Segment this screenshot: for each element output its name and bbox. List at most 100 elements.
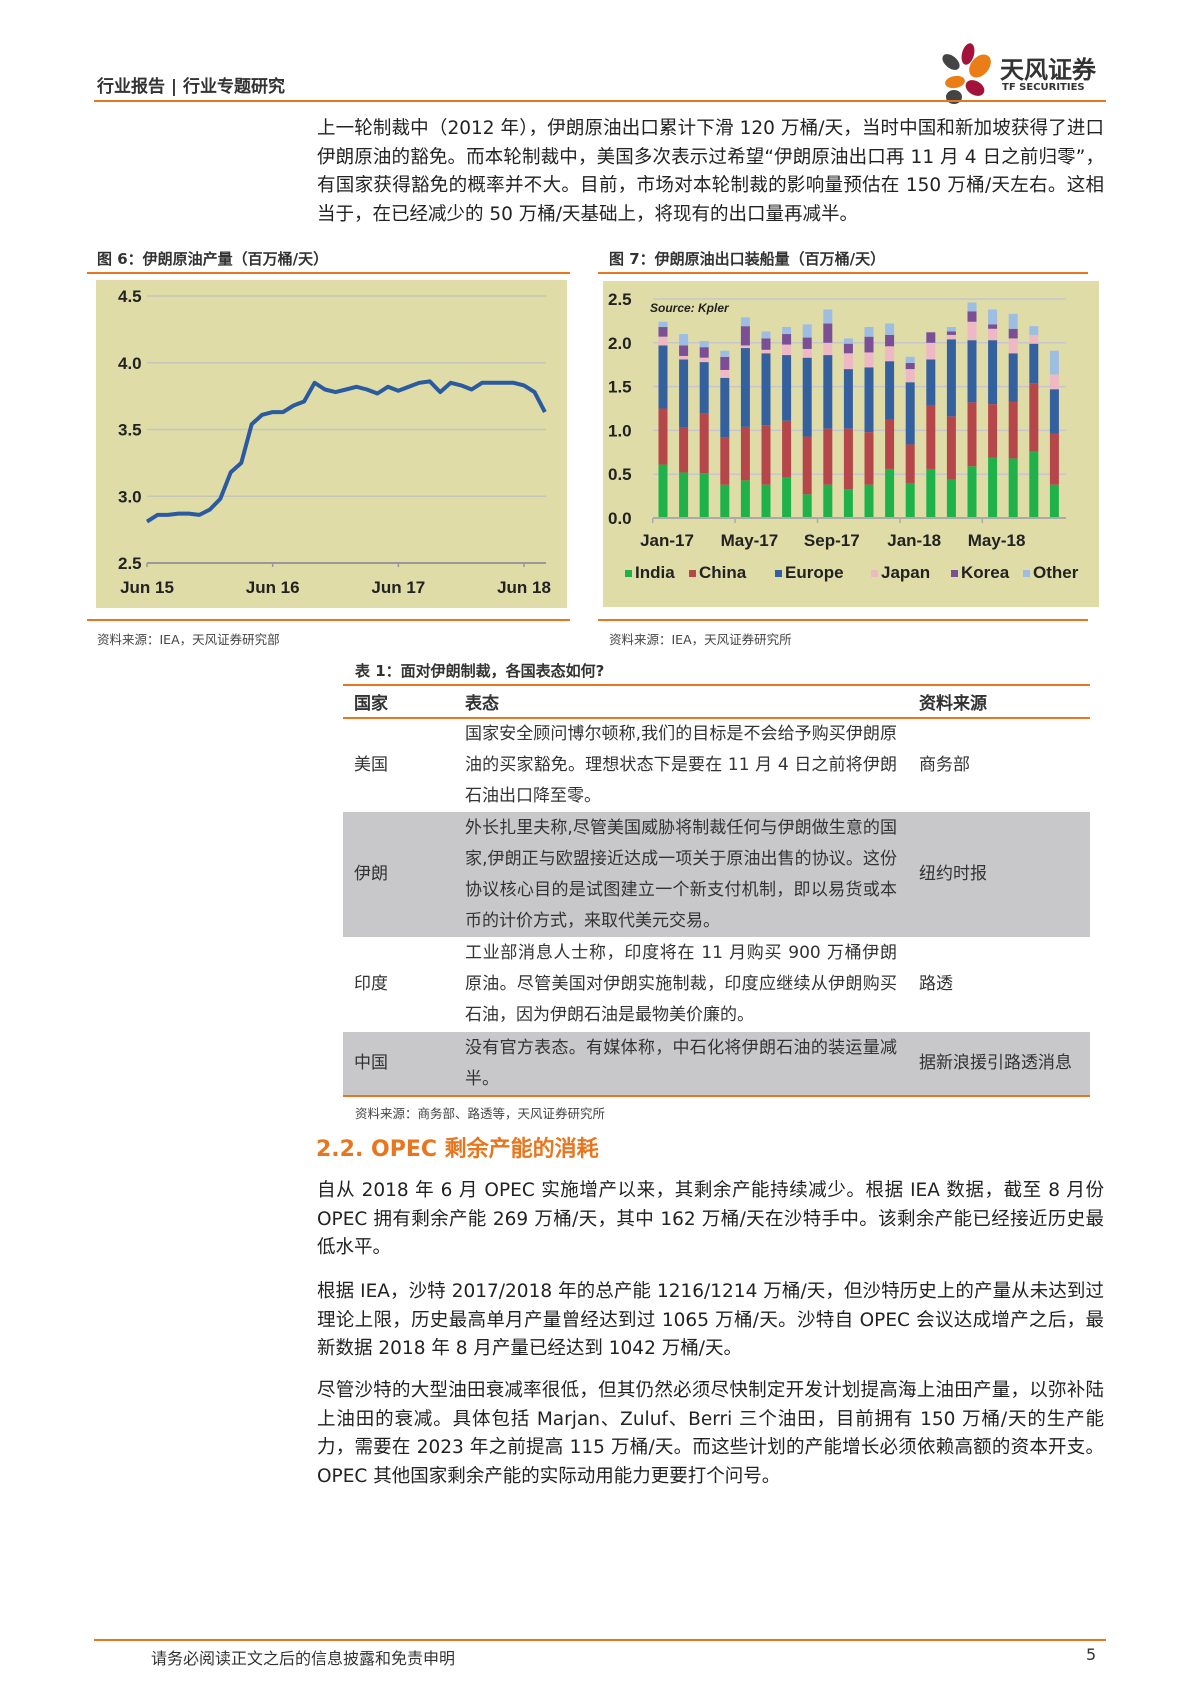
table-header-row: 国家 表态 资料来源 [343, 684, 1090, 719]
bar-segment-india [1029, 451, 1039, 518]
x-tick-label: Jun 15 [120, 578, 174, 597]
cell-source: 路透 [919, 974, 953, 994]
x-tick-label: Jan-17 [640, 531, 694, 550]
fig7-caption: 图 7：伊朗原油出口装船量（百万桶/天） [609, 250, 886, 268]
fig6-caption: 图 6：伊朗原油产量（百万桶/天） [97, 250, 329, 268]
cell-statement: 没有官方表态。有媒体称，中石化将伊朗石油的装运量减半。 [465, 1032, 897, 1097]
bar-segment-china [823, 428, 833, 485]
bar-segment-other [679, 334, 689, 346]
bar-segment-china [679, 427, 689, 473]
fig7-source: 资料来源：IEA，天风证券研究所 [609, 632, 792, 647]
legend-label-korea: Korea [961, 563, 1010, 582]
x-tick-label: May-17 [721, 531, 779, 550]
bar-segment-europe [988, 340, 998, 405]
legend-label-china: China [699, 563, 747, 582]
y-tick-label: 1.0 [608, 421, 632, 440]
bar-segment-europe [823, 355, 833, 429]
bar-segment-other [843, 338, 853, 344]
sanctions-stance-table: 国家 表态 资料来源 美国 国家安全顾问博尔顿称,我们的目标是不会给予购买伊朗原… [343, 684, 1090, 1097]
legend-swatch-japan [871, 570, 878, 577]
paragraph-saudi-capacity: 根据 IEA，沙特 2017/2018 年的总产能 1216/1214 万桶/天… [317, 1281, 1104, 1360]
legend-label-other: Other [1033, 563, 1079, 582]
bar-segment-europe [1029, 343, 1039, 384]
bar-segment-korea [885, 334, 895, 347]
paragraph-sanctions: 上一轮制裁中（2012 年），伊朗原油出口累计下滑 120 万桶/天，当时中国和… [317, 118, 1104, 225]
header-divider [94, 100, 1106, 102]
bar-segment-korea [740, 326, 750, 346]
paragraph-spare-capacity: 自从 2018 年 6 月 OPEC 实施增产以来，其剩余产能持续减少。根据 I… [317, 1180, 1104, 1259]
cell-statement: 国家安全顾问博尔顿称,我们的目标是不会给予购买伊朗原油的买家豁免。理想状态下是要… [465, 724, 897, 806]
cell-source: 商务部 [919, 755, 970, 775]
legend-swatch-india [625, 570, 632, 577]
tf-securities-logo: 天风证券 TF SECURITIES [940, 40, 1110, 104]
x-tick-label: Sep-17 [804, 531, 860, 550]
bar-segment-india [679, 472, 689, 518]
bar-segment-india [946, 479, 956, 518]
bar-segment-china [926, 404, 936, 469]
table-row: 美国 国家安全顾问博尔顿称,我们的目标是不会给予购买伊朗原油的买家豁免。理想状态… [343, 718, 1090, 812]
legend-label-japan: Japan [881, 563, 930, 582]
production-series-line [145, 379, 547, 524]
bar-segment-china [988, 404, 998, 458]
bar-segment-japan [1049, 374, 1059, 390]
bar-segment-korea [967, 311, 977, 322]
fig7-chart: 2.5 2.0 1.5 1.0 0.5 0.0 Source: Kpler Jan-17 May… [603, 281, 1099, 607]
legend-label-europe: Europe [785, 563, 844, 582]
bar-segment-europe [782, 355, 792, 421]
bar-segment-china [905, 444, 915, 483]
bar-segment-india [926, 468, 936, 518]
bar-segment-europe [679, 359, 689, 428]
table-row: 印度 工业部消息人士称，印度将在 11 月购买 900 万桶伊朗原油。尽管美国对… [343, 937, 1090, 1032]
source-annotation: Source: Kpler [650, 301, 730, 315]
bar-segment-china [1049, 433, 1059, 485]
bar-segment-japan [761, 349, 771, 354]
bar-segment-other [720, 350, 730, 357]
fig7-top-rule [598, 272, 1088, 274]
col-header-source: 资料来源 [897, 684, 1090, 719]
bar-segment-korea [823, 323, 833, 343]
bar-segment-japan [1029, 334, 1039, 344]
bar-segment-japan [946, 334, 956, 340]
cell-source: 据新浪援引路透消息 [897, 1032, 1090, 1097]
paragraph-saudi-fields: 尽管沙特的大型油田衰减率很低，但其仍然必须尽快制定开发计划提高海上油田产量，以弥… [317, 1380, 1104, 1487]
bar-segment-india [1049, 484, 1059, 518]
bar-segment-china [699, 413, 709, 474]
col-header-statement: 表态 [465, 684, 897, 719]
bar-segment-korea [658, 327, 668, 337]
bar-segment-other [699, 341, 709, 348]
bar-segment-europe [1008, 353, 1018, 402]
bar-segment-korea [1008, 328, 1018, 339]
report-header-title: 行业报告 | 行业专题研究 [97, 77, 286, 97]
bar-segment-other [885, 323, 895, 335]
bar-segment-china [782, 420, 792, 478]
bar-segment-china [967, 402, 977, 467]
legend-label-india: India [635, 563, 675, 582]
bar-segment-korea [926, 332, 936, 343]
bar-segment-europe [699, 362, 709, 414]
bar-segment-other [658, 321, 668, 328]
legend-swatch-china [689, 570, 696, 577]
fig7-bottom-rule [598, 619, 1088, 621]
bar-segment-other [864, 327, 874, 337]
bar-segment-india [843, 489, 853, 518]
logo-cn-text: 天风证券 [1000, 56, 1096, 84]
bar-segment-china [658, 408, 668, 465]
y-tick-label: 2.5 [608, 290, 632, 309]
legend-swatch-korea [951, 570, 958, 577]
bar-segment-korea [843, 343, 853, 354]
bar-segment-other [761, 331, 771, 339]
bar-segment-china [740, 426, 750, 481]
bar-segment-japan [679, 355, 689, 360]
cell-country: 印度 [354, 974, 388, 994]
bar-segment-india [864, 484, 874, 518]
bar-segment-europe [658, 345, 668, 409]
table-row: 伊朗 外长扎里夫称,尽管美国威胁将制裁任何与伊朗做生意的国家,伊朗正与欧盟接近达… [343, 812, 1090, 937]
bar-segment-other [1049, 350, 1059, 375]
bar-segment-china [720, 437, 730, 485]
col-header-country: 国家 [343, 684, 465, 719]
bar-segment-europe [720, 377, 730, 438]
bar-segment-japan [988, 328, 998, 341]
x-tick-label: Jun 17 [371, 578, 425, 597]
bar-segment-japan [926, 342, 936, 360]
table-source: 资料来源：商务部、路透等，天风证券研究所 [355, 1106, 606, 1121]
